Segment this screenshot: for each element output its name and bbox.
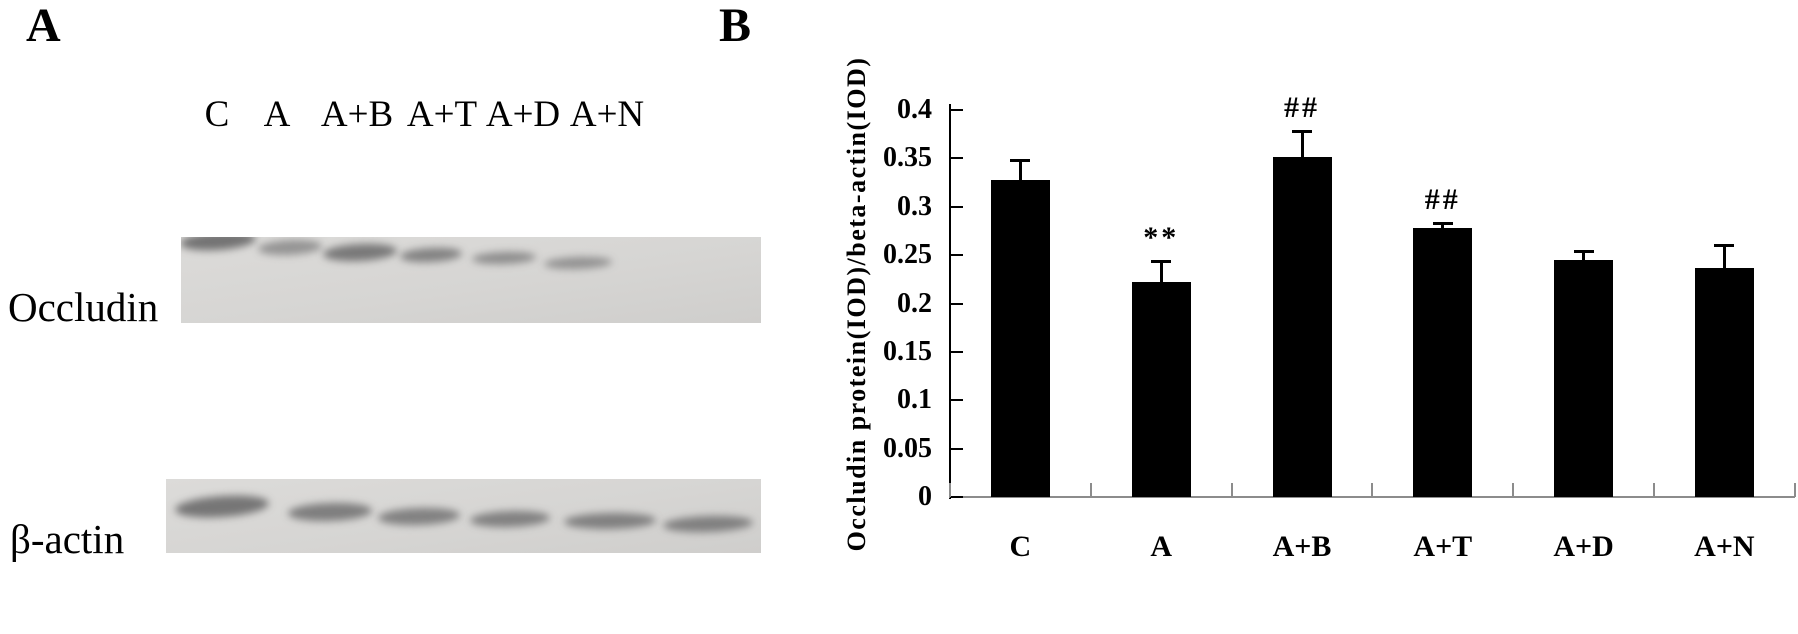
bar-C bbox=[991, 179, 1050, 497]
y-tick-mark bbox=[950, 447, 963, 450]
bar-A bbox=[1132, 282, 1191, 497]
error-bar-stem-C bbox=[1019, 160, 1022, 180]
error-bar-stem-A+T bbox=[1441, 223, 1444, 229]
y-tick-mark bbox=[950, 302, 963, 305]
bar-A+N bbox=[1695, 267, 1754, 497]
blot-band-A bbox=[257, 237, 323, 257]
y-tick-label: 0.2 bbox=[897, 287, 932, 319]
y-tick-label: 0.25 bbox=[883, 239, 932, 271]
x-tick-mark bbox=[1371, 483, 1373, 497]
y-tick-mark bbox=[950, 157, 963, 160]
x-tick-mark bbox=[1512, 483, 1514, 497]
blot-band-A bbox=[287, 501, 373, 523]
x-tick-mark bbox=[1231, 483, 1233, 497]
error-bar-cap-A+B bbox=[1292, 130, 1312, 134]
occludin-blot-strip bbox=[181, 237, 761, 323]
error-bar-cap-C bbox=[1010, 159, 1030, 163]
y-tick-label: 0.4 bbox=[897, 94, 932, 125]
x-category-label-A+N: A+N bbox=[1694, 530, 1755, 563]
y-tick-label: 0 bbox=[918, 481, 932, 512]
bar-A+B bbox=[1273, 157, 1332, 497]
blot-band-A+D bbox=[563, 512, 657, 530]
error-bar-stem-A+B bbox=[1301, 131, 1304, 158]
error-bar-cap-A bbox=[1151, 259, 1171, 263]
occludin-row-label: Occludin bbox=[8, 284, 159, 330]
blot-band-A+N bbox=[662, 514, 754, 534]
significance-A+T: ## bbox=[1424, 183, 1461, 217]
lane-label-C: C bbox=[204, 94, 230, 135]
bar-A+T bbox=[1413, 228, 1472, 497]
y-tick-mark bbox=[950, 205, 963, 208]
bar-A+D bbox=[1554, 259, 1613, 497]
lane-label-A+N: A+N bbox=[569, 94, 645, 135]
y-tick-mark bbox=[950, 496, 963, 498]
x-category-label-A: A bbox=[1150, 530, 1173, 563]
x-category-label-C: C bbox=[1009, 530, 1032, 563]
lane-label-A+D: A+D bbox=[485, 94, 561, 135]
beta-actin-row-label: β-actin bbox=[10, 516, 125, 562]
x-category-label-A+D: A+D bbox=[1553, 530, 1614, 563]
y-tick-label: 0.15 bbox=[883, 335, 932, 367]
blot-band-A+B bbox=[322, 241, 398, 263]
lane-label-A+B: A+B bbox=[320, 94, 394, 135]
x-tick-mark bbox=[1794, 483, 1796, 497]
lane-label-A+T: A+T bbox=[406, 94, 478, 135]
y-tick-label: 0.35 bbox=[883, 142, 932, 174]
lane-label-A: A bbox=[263, 94, 291, 135]
x-tick-mark bbox=[1653, 483, 1655, 497]
blot-band-A+D bbox=[471, 250, 537, 266]
y-tick-mark bbox=[950, 350, 963, 353]
blot-band-A+B bbox=[377, 506, 461, 526]
error-bar-cap-A+D bbox=[1574, 250, 1594, 254]
panel-a-label: A bbox=[26, 0, 61, 52]
error-bar-cap-A+N bbox=[1714, 244, 1734, 248]
error-bar-cap-A+T bbox=[1433, 222, 1453, 226]
y-tick-mark bbox=[950, 399, 963, 402]
blot-band-A+T bbox=[399, 246, 463, 264]
y-tick-mark bbox=[950, 109, 963, 111]
significance-A+B: ## bbox=[1284, 91, 1320, 125]
blot-band-C bbox=[174, 492, 270, 520]
y-tick-mark bbox=[950, 254, 963, 257]
significance-A: ** bbox=[1143, 220, 1180, 254]
beta-actin-blot-strip bbox=[166, 479, 761, 553]
y-tick-label: 0.1 bbox=[897, 384, 932, 416]
error-bar-stem-A+D bbox=[1582, 251, 1585, 260]
y-axis-line bbox=[949, 104, 951, 499]
y-tick-label: 0.05 bbox=[883, 432, 932, 464]
x-category-label-A+T: A+T bbox=[1413, 530, 1473, 563]
error-bar-stem-A bbox=[1160, 260, 1163, 283]
blot-band-A+T bbox=[469, 509, 551, 529]
x-category-label-A+B: A+B bbox=[1272, 530, 1332, 563]
error-bar-stem-A+N bbox=[1723, 245, 1726, 268]
x-axis-line bbox=[949, 496, 1795, 498]
x-tick-mark bbox=[1090, 483, 1092, 497]
blot-band-C bbox=[181, 237, 257, 253]
blot-band-A+N bbox=[543, 255, 613, 271]
y-tick-label: 0.3 bbox=[897, 190, 932, 222]
x-tick-mark bbox=[949, 483, 951, 497]
panel-b-label: B bbox=[719, 0, 752, 52]
